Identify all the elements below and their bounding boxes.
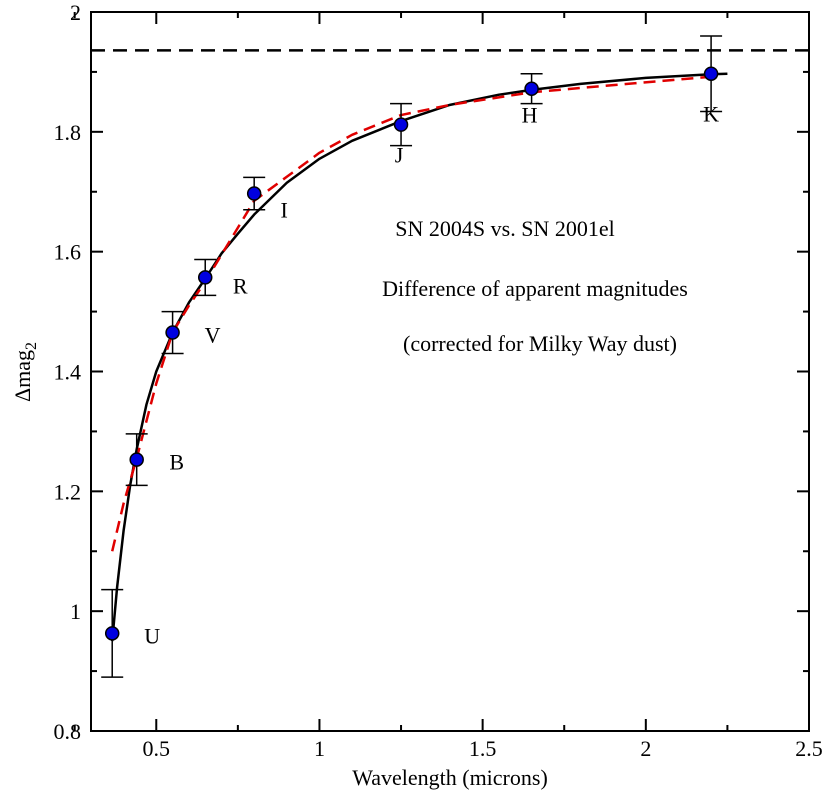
axis-ticks xyxy=(73,11,810,732)
solid-fit-line xyxy=(110,72,728,642)
y-tick-label-5: 1.8 xyxy=(54,120,82,145)
point-v xyxy=(165,325,180,340)
band-label-b: B xyxy=(169,450,184,475)
y-tick-label-3: 1.4 xyxy=(54,360,82,385)
x-axis-title: Wavelength (microns) xyxy=(352,765,548,790)
band-label-h: H xyxy=(522,103,538,128)
dashed-fit-line xyxy=(110,75,712,552)
point-r xyxy=(197,270,213,285)
annotation-subtitle: Difference of apparent magnitudes xyxy=(382,276,688,301)
x-tick-label-1: 1 xyxy=(314,736,325,761)
band-label-j: J xyxy=(395,143,404,168)
band-label-k: K xyxy=(703,102,719,127)
error-bars xyxy=(101,35,723,678)
point-j xyxy=(393,117,409,132)
y-axis-title-base: Δmag xyxy=(10,350,35,402)
point-u xyxy=(104,626,120,641)
x-tick-label-0: 0.5 xyxy=(143,736,171,761)
data-markers xyxy=(104,66,719,641)
x-tick-label-2: 1.5 xyxy=(469,736,497,761)
x-tick-label-4: 2.5 xyxy=(795,736,823,761)
band-label-v: V xyxy=(205,323,221,348)
annotation-note: (corrected for Milky Way dust) xyxy=(403,331,677,356)
band-label-r: R xyxy=(233,273,248,298)
y-axis-title: Δmag2 xyxy=(10,342,40,402)
y-tick-label-0: 0.8 xyxy=(54,719,82,744)
x-tick-label-3: 2 xyxy=(640,736,651,761)
y-tick-label-6: 2 xyxy=(70,0,81,25)
point-k xyxy=(703,66,719,81)
band-labels: U B VR I J H K xyxy=(144,102,719,649)
point-i xyxy=(246,186,262,201)
point-h xyxy=(524,81,539,96)
band-label-u: U xyxy=(144,623,160,648)
plot-frame xyxy=(90,11,810,732)
point-b xyxy=(129,452,144,467)
tick-labels: 0.5 1 1.5 2 2.5 0.8 1 1.2 1.4 1.6 1.8 2 xyxy=(54,0,823,761)
y-axis-title-subscript: 2 xyxy=(23,342,40,350)
y-tick-label-4: 1.6 xyxy=(54,240,82,265)
y-tick-label-2: 1.2 xyxy=(54,479,82,504)
y-tick-label-1: 1 xyxy=(70,599,81,624)
band-label-i: I xyxy=(281,198,288,223)
annotation-title: SN 2004S vs. SN 2001el xyxy=(395,216,614,241)
